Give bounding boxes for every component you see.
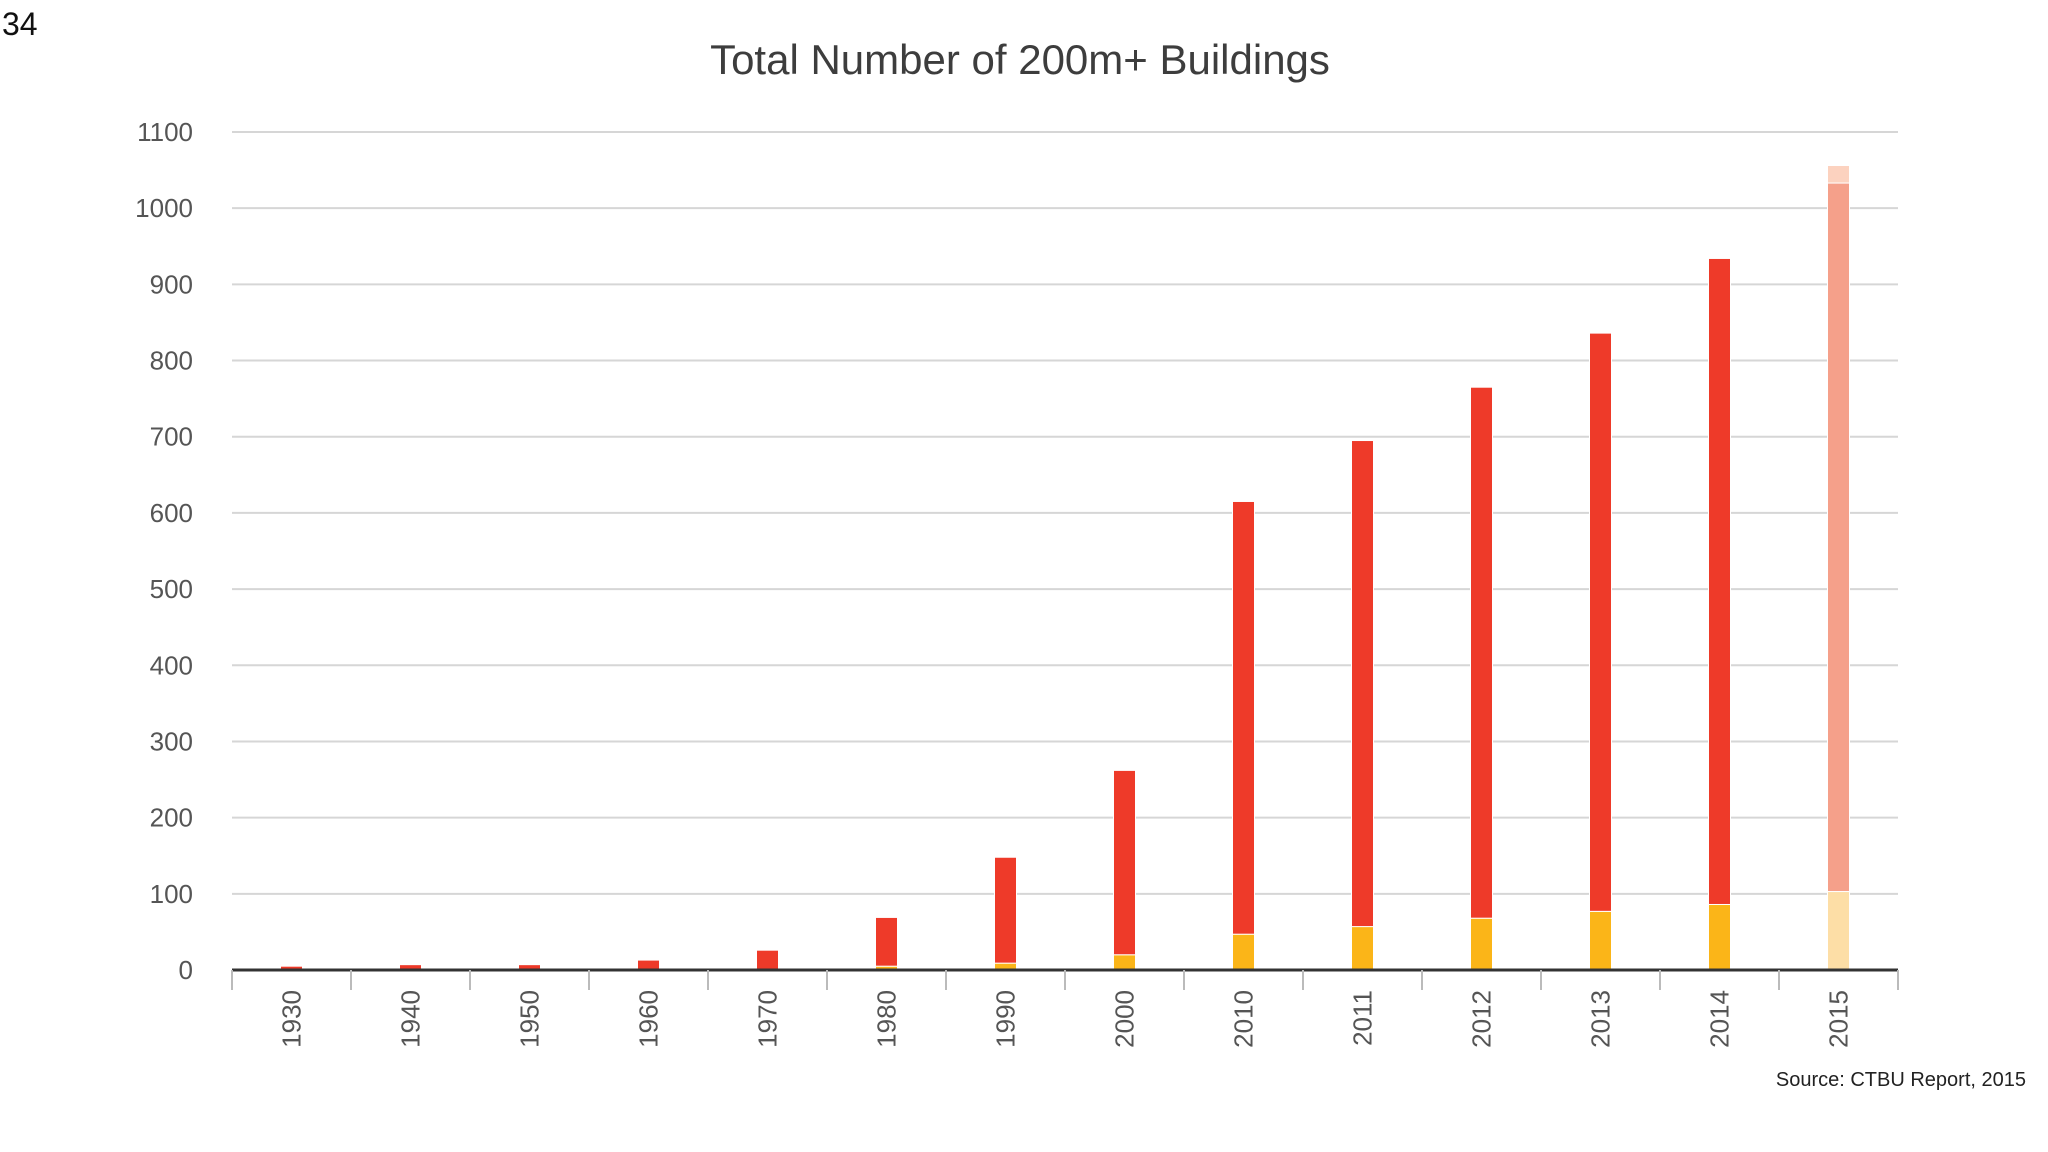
x-tick-label: 2014 xyxy=(1705,990,1735,1048)
x-tick-label: 1950 xyxy=(515,990,545,1048)
y-tick-label: 100 xyxy=(150,879,193,909)
x-tick-label: 1970 xyxy=(753,990,783,1048)
bar-1990-segment-2 xyxy=(994,856,1017,964)
y-tick-label: 1000 xyxy=(135,193,193,223)
y-tick-label: 400 xyxy=(150,650,193,680)
x-tick-label: 2011 xyxy=(1348,990,1378,1046)
x-tick-label: 1980 xyxy=(872,990,902,1048)
y-tick-label: 800 xyxy=(150,346,193,376)
x-tick-label: 1960 xyxy=(634,990,664,1048)
bar-2011-segment-2 xyxy=(1351,440,1374,928)
x-tick-label: 1930 xyxy=(277,990,307,1048)
bar-2013-segment-1 xyxy=(1589,910,1612,971)
bar-2013-segment-2 xyxy=(1589,332,1612,912)
x-tick-label: 2013 xyxy=(1586,990,1616,1048)
source-note: Source: CTBU Report, 2015 xyxy=(1775,1069,2026,1091)
bar-2012-segment-1 xyxy=(1470,917,1493,971)
y-tick-label: 900 xyxy=(150,269,193,299)
bar-2010-segment-2 xyxy=(1232,500,1255,935)
x-tick-label: 2015 xyxy=(1824,990,1854,1048)
bar-2015-segment-3 xyxy=(1827,165,1850,184)
x-tick-label: 2012 xyxy=(1467,990,1497,1048)
bar-2010-segment-1 xyxy=(1232,933,1255,971)
y-tick-label: 300 xyxy=(150,726,193,756)
bar-1980-segment-2 xyxy=(875,916,898,967)
bar-2014-segment-2 xyxy=(1708,257,1731,905)
y-tick-label: 0 xyxy=(179,955,193,985)
y-tick-label: 500 xyxy=(150,574,193,604)
page-number: 34 xyxy=(2,6,38,42)
y-tick-label: 200 xyxy=(150,803,193,833)
bar-2015-segment-1 xyxy=(1827,891,1850,971)
y-tick-label: 1100 xyxy=(137,117,193,147)
y-tick-label: 700 xyxy=(150,422,193,452)
y-tick-label: 600 xyxy=(150,498,193,528)
chart-title: Total Number of 200m+ Buildings xyxy=(710,36,1330,83)
bar-2000-segment-2 xyxy=(1113,769,1136,956)
x-tick-label: 2010 xyxy=(1229,990,1259,1048)
bar-2014-segment-1 xyxy=(1708,903,1731,971)
bar-1970-segment-2 xyxy=(756,949,779,970)
bar-2015-segment-2 xyxy=(1827,182,1850,893)
x-tick-label: 1940 xyxy=(396,990,426,1048)
bar-2000-segment-1 xyxy=(1113,954,1136,971)
bar-2011-segment-1 xyxy=(1351,926,1374,971)
x-tick-label: 2000 xyxy=(1110,990,1140,1048)
x-tick-label: 1990 xyxy=(991,990,1021,1048)
bar-2012-segment-2 xyxy=(1470,386,1493,919)
